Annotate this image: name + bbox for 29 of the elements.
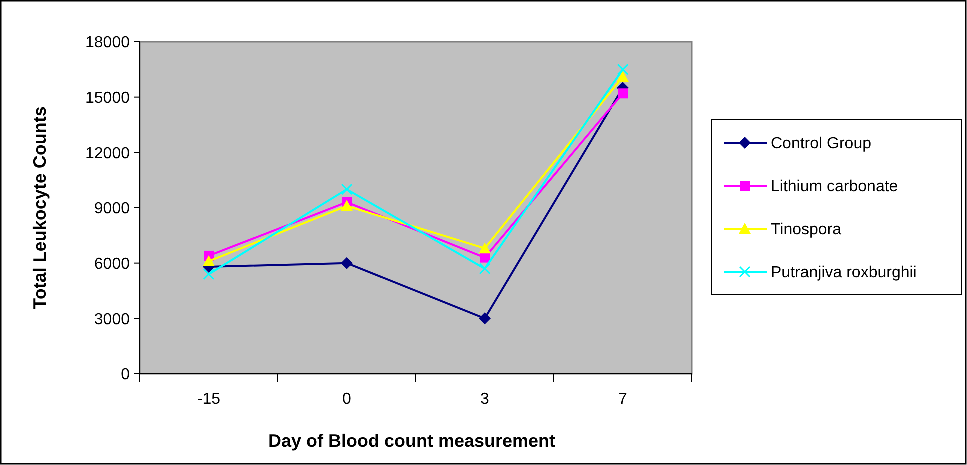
point [341,257,353,270]
point [479,242,491,254]
x-tick-label: 7 [618,391,628,408]
point [203,255,215,266]
x-axis-title: Day of Blood count measurement [268,431,556,451]
point [617,71,629,82]
x-tick-label: 0 [342,391,352,408]
y-tick-label: 9000 [94,200,130,218]
point [341,184,353,196]
y-tick-label: 3000 [94,311,130,328]
legend-label: Tinospora [771,222,842,239]
point [479,263,491,275]
point [341,200,353,212]
y-tick-label: 6000 [94,256,130,273]
legend-label: Lithium carbonate [771,178,898,196]
legend-label: Putranjiva roxburghii [771,264,917,282]
y-tick-label: 18000 [86,34,130,52]
y-tick-label: 12000 [86,145,130,162]
y-tick-label: 0 [121,366,130,384]
point [480,252,490,263]
legend-label: Control Group [771,136,872,153]
point [203,268,215,280]
point [479,312,491,325]
point [618,88,628,99]
y-axis-title: Total Leukocyte Counts [30,106,50,310]
point [617,64,629,76]
x-tick-label: 3 [480,391,490,408]
x-tick-label: -15 [197,391,221,408]
y-tick-label: 15000 [86,90,130,107]
